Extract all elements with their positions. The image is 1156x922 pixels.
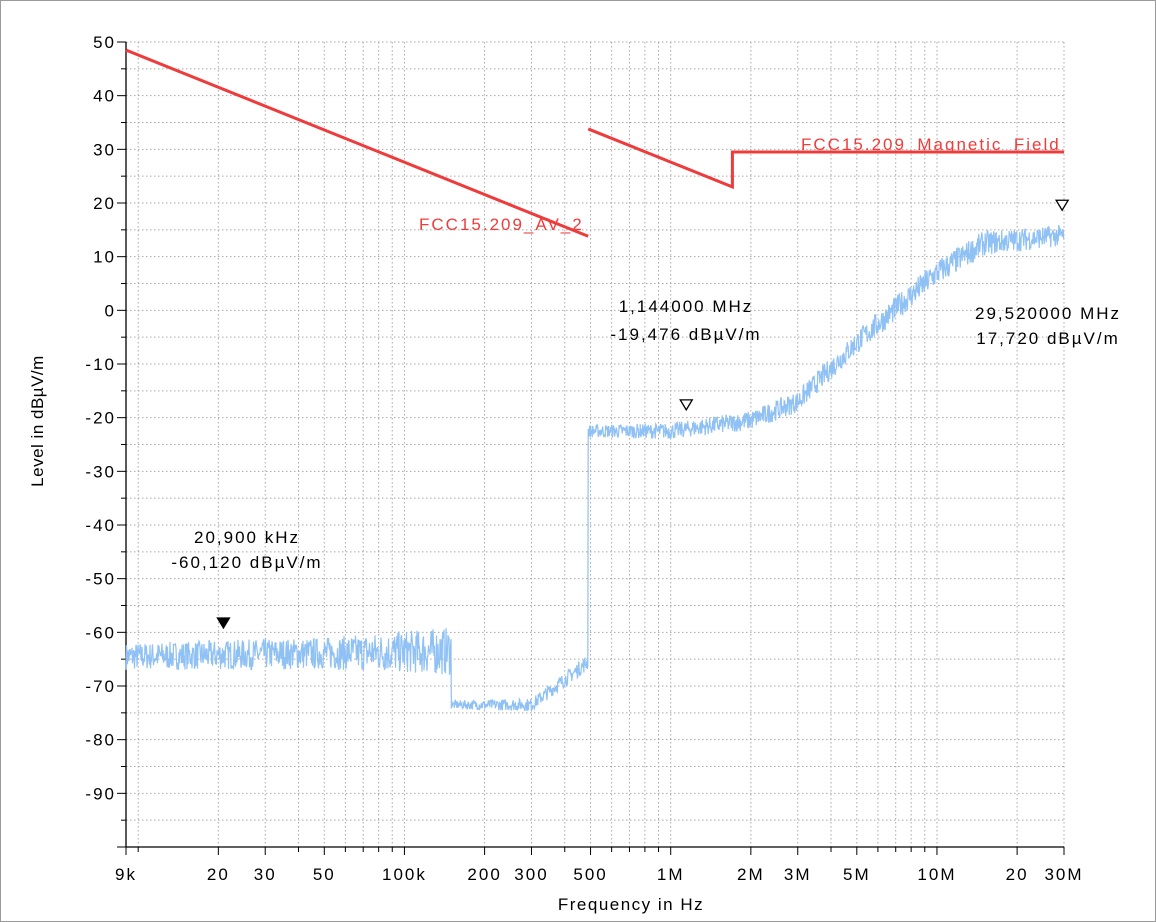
y-tick-label: -70 [85,677,116,696]
x-tick-label: 9k [115,865,137,884]
marker-frequency-label: 29,520000 MHz [975,304,1121,323]
marker-frequency-label: 1,144000 MHz [619,297,754,316]
x-tick-label: 20 [1006,865,1029,884]
limit-line-magnetic [587,127,1064,190]
y-tick-label: -90 [85,784,116,803]
y-tick-label: -10 [85,355,116,374]
y-tick-label: -20 [85,409,116,428]
grid [125,41,1065,848]
y-tick-label: 0 [105,301,116,320]
x-tick-label: 300 [514,865,548,884]
x-tick-label: 500 [573,865,607,884]
y-tick-label: -40 [85,516,116,535]
y-tick-label: -80 [85,731,116,750]
x-tick-label: 30M [1044,865,1083,884]
y-tick-label: -50 [85,570,116,589]
x-tick-label: 50 [313,865,336,884]
x-tick-label: 2M [737,865,765,884]
x-tick-label: 10M [917,865,956,884]
x-tick-label: 5M [843,865,871,884]
marker-level-label: -19,476 dBµV/m [610,325,761,344]
x-tick-label: 200 [467,865,501,884]
axes: 50 40 30 20 10 0 -10 -20 -30 -40 -50 -60 -70 -80 -90 9k… [85,33,1083,884]
y-tick-label: -60 [85,623,116,642]
x-tick-label: 3M [784,865,812,884]
y-tick-label: 30 [93,140,116,159]
y-axis-title: Level in dBµV/m [28,355,47,487]
limit-label-av: FCC15.209_AV_2 [419,215,584,234]
x-tick-label: 1M [657,865,685,884]
limit-label-magnetic: FCC15.209_Magnetic_Field [801,135,1061,154]
marker-frequency-label: 20,900 kHz [194,528,300,547]
marker-triangle-icon [216,617,231,630]
y-tick-label: 50 [93,33,116,52]
marker-layer: 20,900 kHz -60,120 dBµV/m 1,144000 MHz -19,… [171,199,1121,630]
limit-line-av [125,48,589,238]
marker-level-label: 17,720 dBµV/m [976,329,1120,348]
x-tick-label: 100k [382,865,427,884]
marker-triangle-icon [679,399,694,412]
series-layer [125,224,1065,712]
y-tick-label: 20 [93,194,116,213]
marker-triangle-icon [1054,199,1070,212]
y-tick-label: -30 [85,462,116,481]
x-axis-title: Frequency in Hz [558,895,704,914]
x-tick-label: 20 [207,865,230,884]
limit-layer: FCC15.209_AV_2 FCC15.209_Magnetic_Field [125,48,1064,238]
y-tick-label: 10 [93,248,116,267]
marker-level-label: -60,120 dBµV/m [171,553,322,572]
x-tick-label: 30 [254,865,277,884]
measurement-trace [125,224,1065,712]
y-tick-label: 40 [93,87,116,106]
